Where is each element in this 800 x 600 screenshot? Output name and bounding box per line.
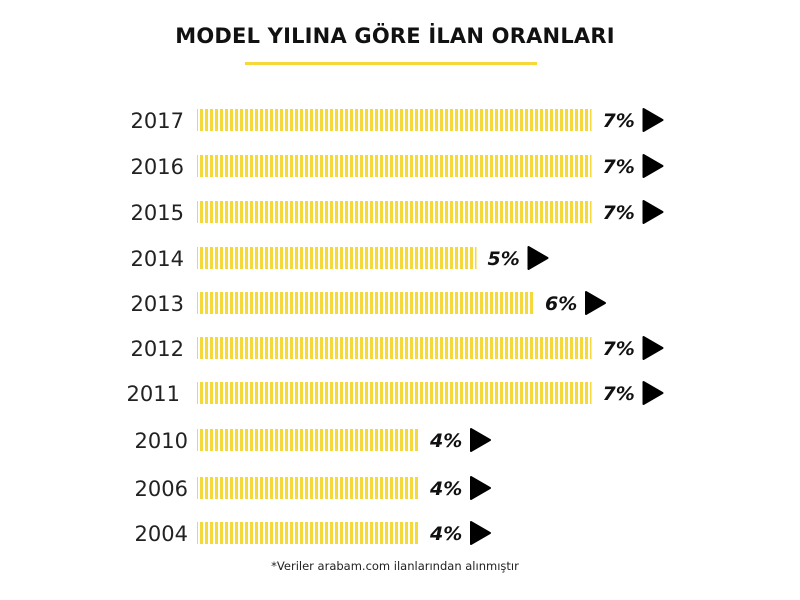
year-label: 2012 xyxy=(131,337,184,361)
year-label: 2017 xyxy=(131,109,184,133)
value-label: 5% xyxy=(488,248,520,270)
value-label: 7% xyxy=(603,110,635,132)
play-arrow-icon xyxy=(470,476,491,500)
play-arrow-icon xyxy=(470,521,491,545)
value-label: 7% xyxy=(603,202,635,224)
play-arrow-icon xyxy=(642,336,664,360)
title-underline xyxy=(245,62,537,65)
value-label: 7% xyxy=(603,156,635,178)
bar xyxy=(197,337,592,359)
play-arrow-icon xyxy=(585,291,606,315)
bar xyxy=(197,382,592,404)
year-label: 2011 xyxy=(127,382,180,406)
source-footnote: *Veriler arabam.com ilanlarından alınmış… xyxy=(271,559,519,573)
year-label: 2016 xyxy=(131,155,184,179)
value-label: 7% xyxy=(603,338,635,360)
year-label: 2006 xyxy=(135,477,188,501)
year-label: 2004 xyxy=(135,522,188,546)
value-label: 4% xyxy=(429,430,462,452)
play-arrow-icon xyxy=(642,200,664,224)
value-label: 7% xyxy=(603,383,635,405)
play-arrow-icon xyxy=(527,246,549,270)
bar xyxy=(197,477,419,499)
bar xyxy=(197,292,534,314)
value-label: 4% xyxy=(429,478,462,500)
play-arrow-icon xyxy=(470,428,491,452)
bar xyxy=(197,109,592,131)
play-arrow-icon xyxy=(642,381,664,405)
year-label: 2013 xyxy=(131,292,184,316)
play-arrow-icon xyxy=(642,108,664,132)
bar xyxy=(197,155,592,177)
bar xyxy=(197,429,419,451)
play-arrow-icon xyxy=(642,154,664,178)
value-label: 4% xyxy=(429,523,462,545)
chart-title: MODEL YILINA GÖRE İLAN ORANLARI xyxy=(175,24,615,48)
year-label: 2015 xyxy=(131,201,184,225)
year-label: 2014 xyxy=(131,247,184,271)
bar xyxy=(197,247,477,269)
bar xyxy=(197,201,592,223)
year-label: 2010 xyxy=(135,429,188,453)
value-label: 6% xyxy=(545,293,577,315)
bar xyxy=(197,522,419,544)
